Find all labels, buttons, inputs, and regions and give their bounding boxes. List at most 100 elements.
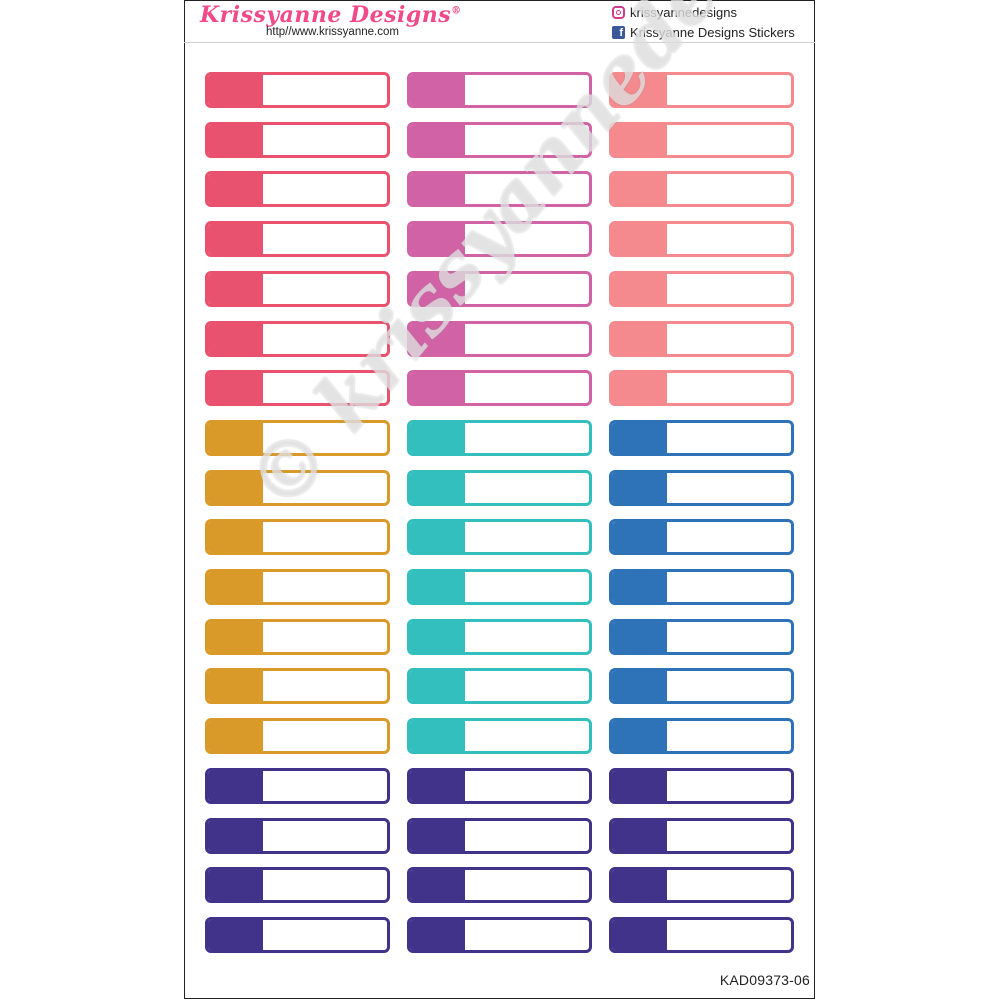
- facebook-page[interactable]: f Krissyanne Designs Stickers: [612, 25, 795, 40]
- label-sticker: [407, 718, 592, 754]
- label-sticker: [205, 321, 390, 357]
- instagram-label: krissyannedesigns: [630, 5, 737, 20]
- label-sticker: [407, 370, 592, 406]
- sticker-color-tab: [612, 771, 667, 801]
- label-sticker: [205, 420, 390, 456]
- sticker-color-tab: [410, 622, 465, 652]
- sticker-color-tab: [410, 721, 465, 751]
- sticker-color-tab: [410, 174, 465, 204]
- sticker-color-tab: [612, 274, 667, 304]
- label-sticker: [407, 470, 592, 506]
- sticker-color-tab: [208, 920, 263, 950]
- label-sticker: [205, 668, 390, 704]
- label-sticker: [205, 221, 390, 257]
- label-sticker: [407, 519, 592, 555]
- sticker-color-tab: [208, 324, 263, 354]
- label-sticker: [609, 917, 794, 953]
- label-sticker: [609, 718, 794, 754]
- sticker-color-tab: [410, 423, 465, 453]
- sticker-color-tab: [208, 870, 263, 900]
- sticker-color-tab: [612, 75, 667, 105]
- label-sticker: [205, 519, 390, 555]
- label-sticker: [407, 818, 592, 854]
- label-sticker: [609, 370, 794, 406]
- sticker-color-tab: [612, 473, 667, 503]
- sticker-color-tab: [208, 572, 263, 602]
- sticker-color-tab: [410, 671, 465, 701]
- label-sticker: [407, 171, 592, 207]
- label-sticker: [205, 818, 390, 854]
- website-link[interactable]: http//www.krissyanne.com: [266, 26, 399, 38]
- label-sticker: [407, 917, 592, 953]
- label-sticker: [407, 271, 592, 307]
- sticker-color-tab: [208, 671, 263, 701]
- label-sticker: [205, 122, 390, 158]
- sticker-color-tab: [208, 622, 263, 652]
- sticker-color-tab: [612, 125, 667, 155]
- sticker-color-tab: [410, 920, 465, 950]
- sticker-color-tab: [612, 224, 667, 254]
- facebook-label: Krissyanne Designs Stickers: [630, 25, 795, 40]
- label-sticker: [407, 72, 592, 108]
- sticker-color-tab: [612, 174, 667, 204]
- label-sticker: [407, 321, 592, 357]
- sticker-color-tab: [208, 721, 263, 751]
- sticker-color-tab: [612, 870, 667, 900]
- product-code: KAD09373-06: [719, 972, 810, 988]
- instagram-handle[interactable]: krissyannedesigns: [612, 5, 737, 20]
- sticker-color-tab: [410, 771, 465, 801]
- label-sticker: [407, 619, 592, 655]
- label-sticker: [205, 768, 390, 804]
- instagram-icon: [612, 6, 625, 19]
- label-sticker: [609, 122, 794, 158]
- label-sticker: [609, 221, 794, 257]
- label-sticker: [205, 569, 390, 605]
- label-sticker: [609, 569, 794, 605]
- label-sticker: [205, 271, 390, 307]
- sticker-color-tab: [410, 473, 465, 503]
- sticker-color-tab: [612, 671, 667, 701]
- label-sticker: [609, 420, 794, 456]
- sticker-color-tab: [410, 373, 465, 403]
- label-sticker: [609, 668, 794, 704]
- label-sticker: [609, 619, 794, 655]
- sticker-color-tab: [612, 572, 667, 602]
- sticker-color-tab: [208, 522, 263, 552]
- sticker-color-tab: [410, 870, 465, 900]
- label-sticker: [609, 271, 794, 307]
- label-sticker: [609, 867, 794, 903]
- label-sticker: [609, 818, 794, 854]
- sticker-color-tab: [208, 174, 263, 204]
- label-sticker: [205, 470, 390, 506]
- label-sticker: [407, 768, 592, 804]
- sticker-color-tab: [410, 522, 465, 552]
- label-sticker: [205, 917, 390, 953]
- label-sticker: [407, 122, 592, 158]
- label-sticker: [609, 519, 794, 555]
- sticker-color-tab: [208, 473, 263, 503]
- sticker-color-tab: [208, 821, 263, 851]
- label-sticker: [407, 420, 592, 456]
- label-sticker: [205, 72, 390, 108]
- label-sticker: [609, 171, 794, 207]
- sticker-color-tab: [612, 721, 667, 751]
- brand-logo: Krissyanne Designs®: [200, 2, 462, 28]
- label-sticker: [205, 619, 390, 655]
- sticker-color-tab: [208, 224, 263, 254]
- sticker-color-tab: [208, 125, 263, 155]
- label-sticker: [609, 470, 794, 506]
- label-sticker: [407, 867, 592, 903]
- label-sticker: [609, 768, 794, 804]
- sticker-color-tab: [410, 75, 465, 105]
- label-sticker: [609, 321, 794, 357]
- label-sticker: [205, 171, 390, 207]
- sticker-color-tab: [410, 324, 465, 354]
- label-sticker: [205, 718, 390, 754]
- sticker-color-tab: [612, 522, 667, 552]
- facebook-icon: f: [612, 26, 625, 39]
- sticker-color-tab: [612, 920, 667, 950]
- label-sticker: [407, 221, 592, 257]
- label-sticker: [609, 72, 794, 108]
- label-sticker: [407, 569, 592, 605]
- sticker-color-tab: [612, 324, 667, 354]
